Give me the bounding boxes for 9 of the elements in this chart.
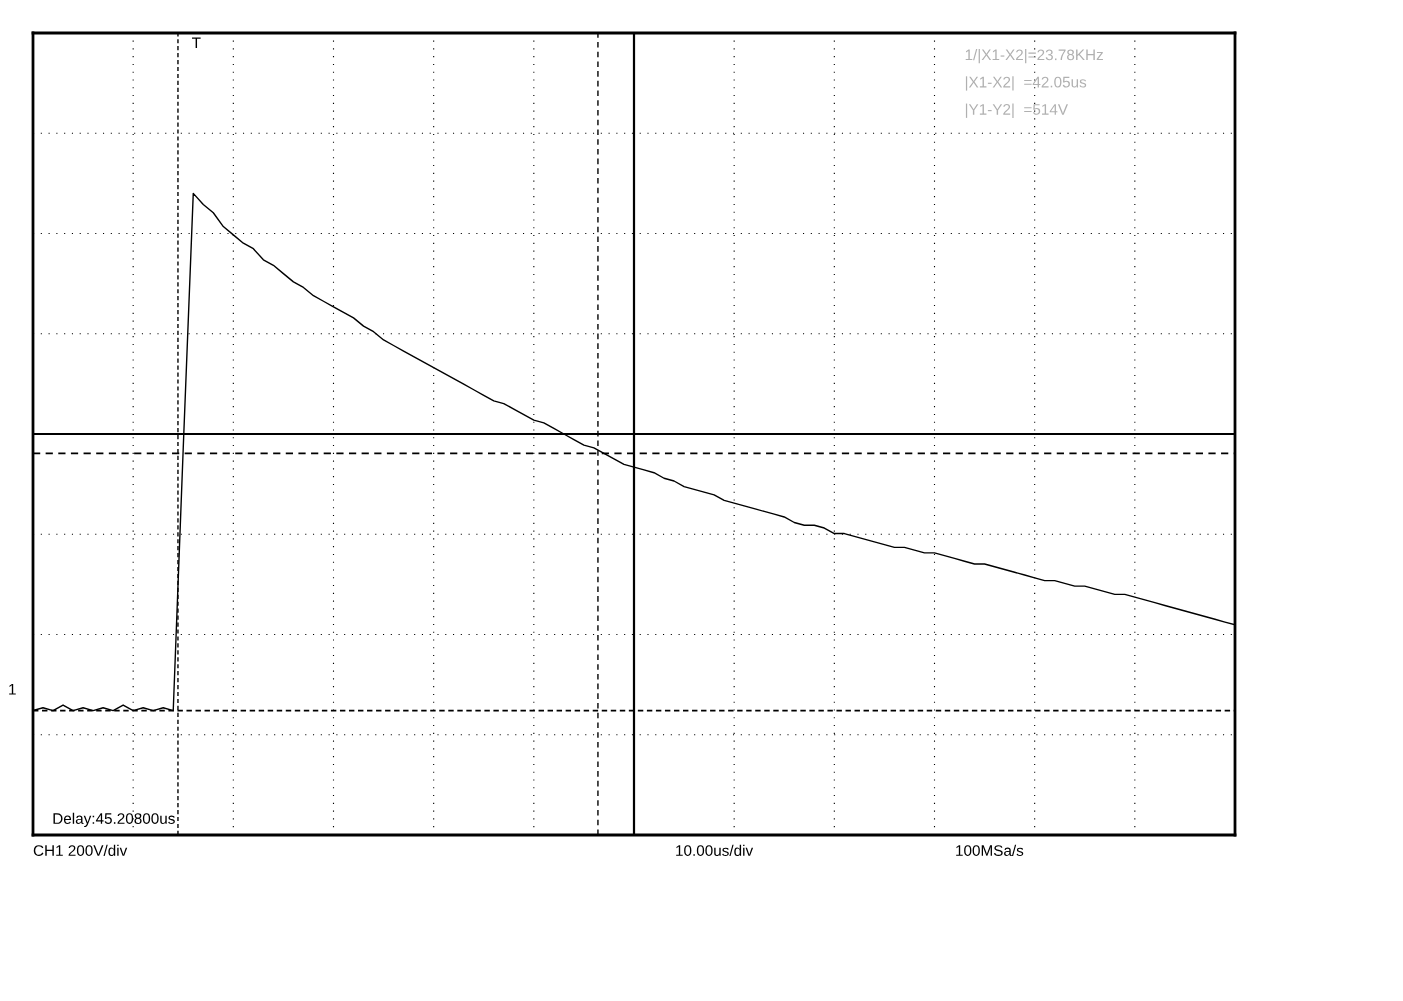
text: 100MSa/s xyxy=(956,844,1024,856)
text: Delay:45.20800us xyxy=(53,812,175,827)
text: 10.00us/div xyxy=(676,844,754,856)
text: CH1 200V/div xyxy=(33,844,128,856)
text: 1/|X1-X2|=23.78KHz xyxy=(965,49,1103,64)
text: T xyxy=(192,37,201,49)
text: |Y1-Y2| =514V xyxy=(965,103,1068,118)
text: 1 xyxy=(9,684,16,695)
text: |X1-X2| =42.05us xyxy=(965,76,1087,91)
